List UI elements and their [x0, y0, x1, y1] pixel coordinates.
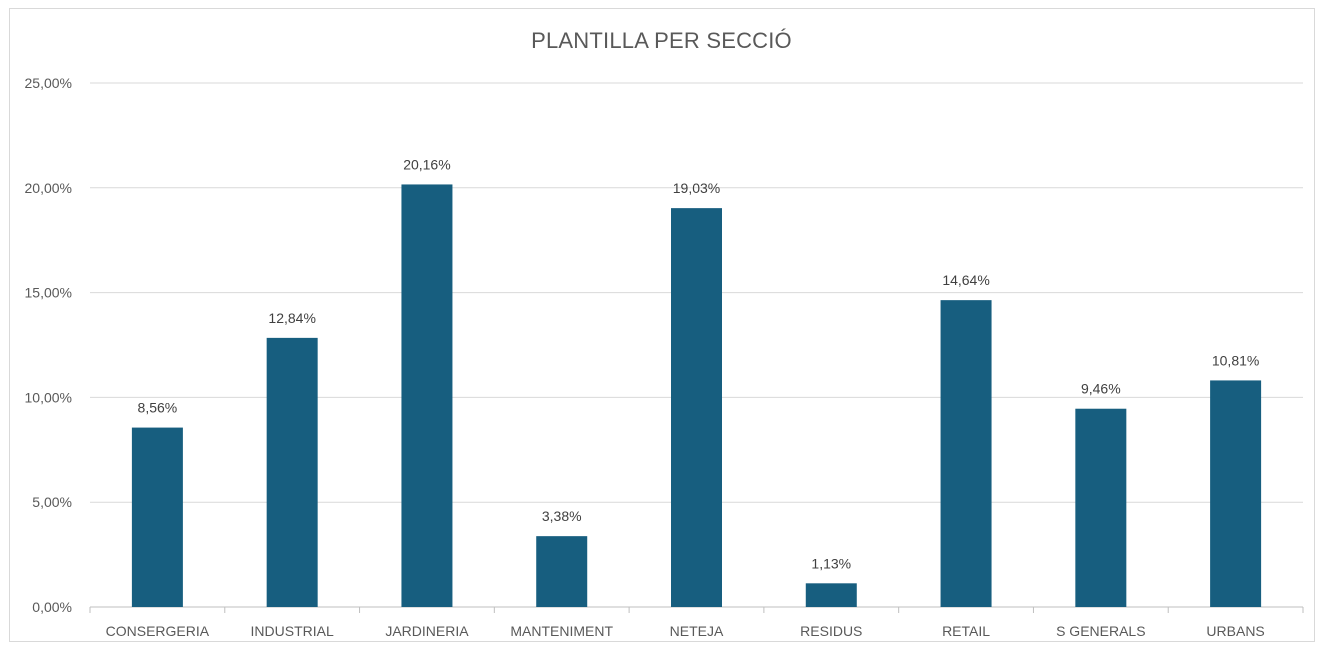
- x-tick-label: URBANS: [1206, 623, 1264, 639]
- y-tick-label: 0,00%: [32, 599, 72, 615]
- data-label: 9,46%: [1081, 381, 1121, 397]
- y-tick-label: 5,00%: [32, 494, 72, 510]
- y-tick-label: 20,00%: [25, 180, 72, 196]
- bar: [131, 427, 183, 607]
- bar: [266, 337, 318, 607]
- y-tick-label: 25,00%: [25, 75, 72, 91]
- x-tick-label: INDUSTRIAL: [251, 623, 334, 639]
- data-label: 1,13%: [811, 555, 851, 571]
- data-label: 12,84%: [268, 310, 315, 326]
- data-label: 14,64%: [942, 272, 989, 288]
- data-label: 3,38%: [542, 508, 582, 524]
- y-tick-label: 15,00%: [25, 285, 72, 301]
- x-tick-label: S GENERALS: [1056, 623, 1145, 639]
- data-label: 8,56%: [138, 400, 178, 416]
- x-tick-label: CONSERGERIA: [106, 623, 210, 639]
- labels: 0,00% 5,00% 10,00% 15,00% 20,00% 25,00% 8,56% C…: [25, 75, 1265, 639]
- bar: [536, 536, 588, 607]
- x-tick-label: MANTENIMENT: [510, 623, 613, 639]
- x-tick-label: NETEJA: [670, 623, 724, 639]
- x-tick-label: JARDINERIA: [385, 623, 469, 639]
- y-tick-label: 10,00%: [25, 389, 72, 405]
- data-label: 20,16%: [403, 156, 450, 172]
- axes: [89, 606, 1304, 613]
- bar: [940, 300, 992, 607]
- data-label: 19,03%: [673, 180, 720, 196]
- bar: [401, 184, 453, 607]
- bar: [671, 208, 722, 607]
- x-tick-label: RETAIL: [942, 623, 990, 639]
- chart-title: PLANTILLA PER SECCIÓ: [531, 28, 792, 53]
- bar: [1210, 380, 1262, 607]
- x-tick-label: RESIDUS: [800, 623, 862, 639]
- data-label: 10,81%: [1212, 352, 1259, 368]
- bars: [131, 184, 1262, 607]
- bar: [1075, 408, 1127, 607]
- bar: [805, 583, 857, 607]
